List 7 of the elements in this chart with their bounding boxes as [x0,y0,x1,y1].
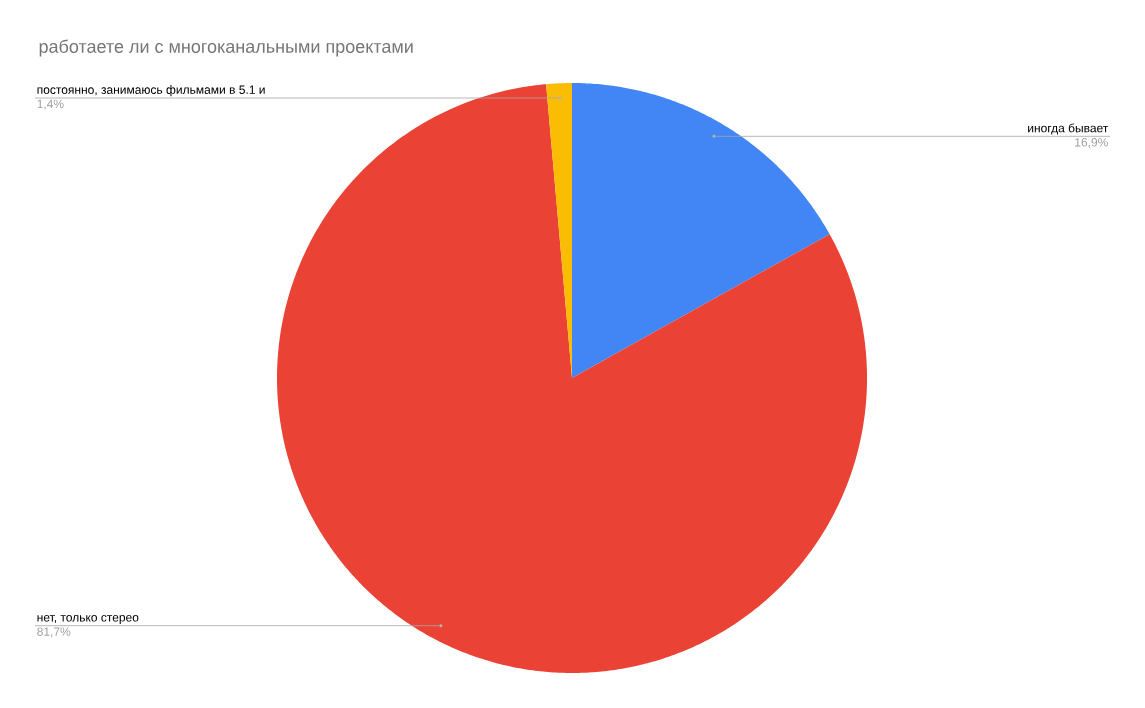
data-label: 1,4% [37,99,64,110]
data-label: 81,7% [37,627,71,638]
slice-label: нет, только стерео [37,615,139,624]
slice-label: иногда бывает [1028,123,1109,135]
slice-label: постоянно, занимаюсь фильмами в 5.1 и [37,85,265,97]
chart-title: работаете ли с многоканальными проектами [39,39,413,57]
data-label: 16,9% [1075,138,1108,148]
